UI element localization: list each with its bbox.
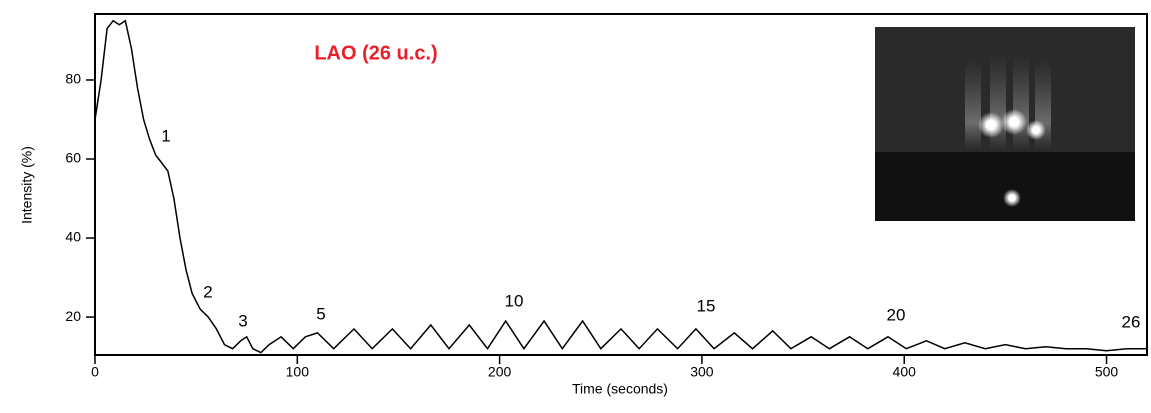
y-tick-label: 40 <box>65 229 81 245</box>
x-tick-label: 500 <box>1095 364 1119 380</box>
y-axis-label: Intensity (%) <box>19 146 35 224</box>
y-tick-label: 80 <box>65 71 81 87</box>
x-tick-label: 400 <box>893 364 917 380</box>
x-tick-label: 300 <box>690 364 714 380</box>
oscillation-label: 1 <box>161 126 170 145</box>
x-tick-label: 0 <box>91 364 99 380</box>
oscillation-label: 20 <box>887 305 906 324</box>
intensity-line <box>94 19 1147 354</box>
x-axis-label: Time (seconds) <box>572 381 668 397</box>
oscillation-label: 15 <box>697 296 716 315</box>
oscillation-label: 3 <box>238 311 247 330</box>
oscillation-label: 5 <box>316 304 325 323</box>
rheed-inset <box>875 27 1135 221</box>
plot-frame <box>94 13 1148 356</box>
chart-title: LAO (26 u.c.) <box>314 42 437 64</box>
x-tick-label: 200 <box>488 364 512 380</box>
y-tick-label: 20 <box>65 308 81 324</box>
x-tick-label: 100 <box>286 364 310 380</box>
oscillation-label: 2 <box>203 282 212 301</box>
oscillation-label: 10 <box>505 291 524 310</box>
oscillation-label: 26 <box>1122 312 1141 331</box>
y-tick-label: 60 <box>65 150 81 166</box>
